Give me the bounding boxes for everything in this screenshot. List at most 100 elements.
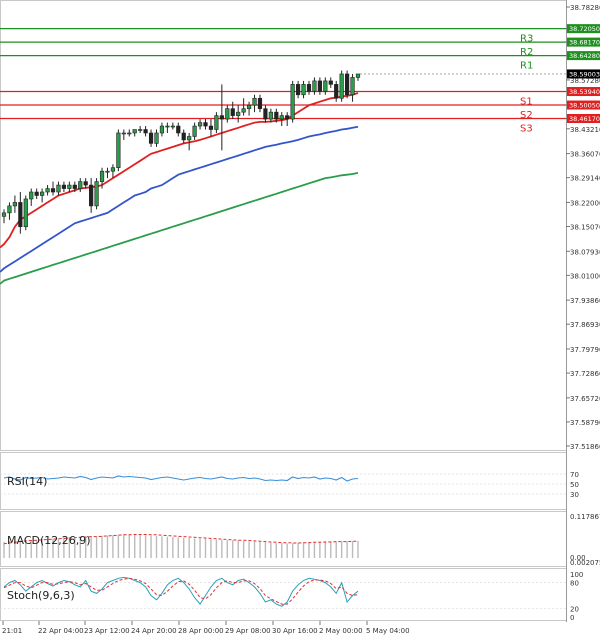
- candle-bull: [110, 167, 116, 172]
- level-tag-label: 38.53940: [569, 88, 600, 96]
- candle-bull: [197, 122, 203, 127]
- candle-bear: [181, 132, 186, 141]
- time-label: 22 Apr 04:00: [38, 627, 84, 635]
- candle-bear: [208, 125, 214, 130]
- price-tick-label: 37.65720: [570, 395, 600, 403]
- price-tick-label: 37.79790: [570, 346, 600, 354]
- time-label: 24 Apr 20:00: [131, 627, 177, 635]
- time-label: 23 Apr 12:00: [84, 627, 130, 635]
- candle-bull: [214, 115, 219, 130]
- candle-bull: [252, 97, 257, 106]
- stoch-level-label: 80: [570, 580, 579, 588]
- candle-bull: [192, 125, 197, 137]
- macd-alt-label: 0.0020753: [570, 559, 600, 567]
- candle-bull: [23, 198, 28, 228]
- candle-bear: [295, 84, 301, 96]
- candle-bull: [159, 125, 165, 134]
- level-tag-label: 38.68170: [569, 39, 600, 47]
- level-name-r3: R3: [520, 34, 533, 45]
- candle-bull: [7, 205, 12, 214]
- price-tick-label: 38.22000: [570, 199, 600, 207]
- price-tick-label: 38.07930: [570, 248, 600, 256]
- candle-bear: [345, 73, 350, 96]
- stoch-label: Stoch(9,6,3): [7, 589, 75, 602]
- candle-bear: [274, 111, 279, 120]
- candle-bull: [56, 184, 61, 193]
- candle-bull: [40, 191, 45, 196]
- price-tick-label: 38.78280: [570, 4, 600, 12]
- candle-bull: [12, 202, 17, 207]
- stoch-signal-line: [3, 577, 359, 605]
- candle-bull: [170, 125, 175, 128]
- price-tick-label: 37.93860: [570, 297, 600, 305]
- candle-bull: [116, 132, 121, 169]
- candle-bull: [268, 111, 273, 120]
- candle-bull: [355, 73, 361, 78]
- candle-bear: [18, 202, 23, 228]
- candle-bull: [339, 73, 344, 99]
- stoch-main-line: [3, 576, 359, 607]
- candle-bull: [290, 84, 295, 120]
- candle-bull: [312, 80, 317, 92]
- rsi-level-label: 70: [570, 471, 579, 479]
- candle-bull: [350, 77, 355, 96]
- macd-max-label: 0.117867: [570, 513, 600, 521]
- candle-bear: [72, 184, 77, 189]
- price-tick-label: 38.01000: [570, 272, 600, 280]
- level-tag-r1: [567, 51, 600, 61]
- candle-bear: [328, 80, 333, 85]
- ma-line: [0, 92, 359, 249]
- candle-bear: [143, 129, 148, 134]
- candle-bull: [45, 188, 50, 193]
- price-tick-label: 37.51860: [570, 443, 600, 451]
- candle-bull: [241, 108, 246, 113]
- time-label: 21:01: [2, 627, 22, 635]
- candle-bull: [138, 129, 143, 131]
- candle-bull: [29, 191, 34, 200]
- candle-bear: [50, 188, 56, 193]
- candle-bull: [1, 212, 7, 217]
- candle-bear: [219, 115, 224, 120]
- candle-bull: [279, 115, 284, 120]
- rsi-label: RSI(14): [7, 475, 47, 488]
- rsi-panel-frame: [0, 452, 567, 510]
- level-tag-s2: [567, 100, 600, 110]
- price-tick-label: 37.86930: [570, 321, 600, 329]
- stoch-level-label: 0: [570, 614, 574, 622]
- candle-bear: [306, 84, 312, 92]
- time-label: 28 Apr 00:00: [178, 627, 224, 635]
- candle-bear: [34, 191, 39, 196]
- candle-bear: [176, 125, 181, 134]
- time-label: 29 Apr 08:00: [225, 627, 271, 635]
- current-price-tag: [567, 69, 600, 79]
- price-tick-label: 38.36070: [570, 151, 600, 159]
- price-tick-label: 37.72860: [570, 370, 600, 378]
- candle-bear: [285, 115, 290, 120]
- price-tick-label: 38.29140: [570, 175, 600, 183]
- candle-bear: [148, 132, 154, 144]
- stoch-level-label: 20: [570, 605, 579, 613]
- candle-bear: [83, 181, 88, 186]
- rsi-level-label: 30: [570, 491, 579, 499]
- candle-bull: [127, 132, 132, 135]
- level-tag-r2: [567, 37, 600, 47]
- candle-bear: [334, 84, 339, 99]
- level-name-s1: S1: [520, 97, 533, 108]
- ma-line: [0, 172, 359, 285]
- level-tag-label: 38.50050: [569, 102, 600, 110]
- candle-bear: [317, 80, 322, 92]
- candle-bear: [230, 108, 235, 116]
- level-name-s2: S2: [520, 110, 533, 121]
- price-tick-label: 37.58790: [570, 419, 600, 427]
- level-tag-label: 38.64280: [569, 52, 600, 60]
- candle-bull: [236, 111, 241, 116]
- macd-label: MACD(12,26,9): [7, 534, 91, 547]
- candle-bull: [225, 108, 230, 120]
- candle-bear: [257, 97, 263, 109]
- macd-signal-line: [3, 534, 358, 545]
- candle-bear: [203, 122, 208, 127]
- rsi-level-label: 50: [570, 481, 579, 489]
- price-tick-label: 38.15070: [570, 224, 600, 232]
- level-tag-label: 38.46170: [569, 115, 600, 123]
